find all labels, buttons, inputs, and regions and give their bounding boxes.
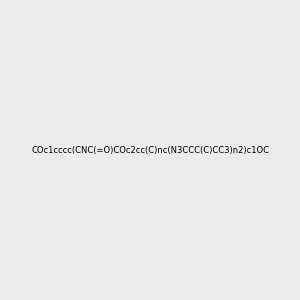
Text: COc1cccc(CNC(=O)COc2cc(C)nc(N3CCC(C)CC3)n2)c1OC: COc1cccc(CNC(=O)COc2cc(C)nc(N3CCC(C)CC3)…: [31, 146, 269, 154]
